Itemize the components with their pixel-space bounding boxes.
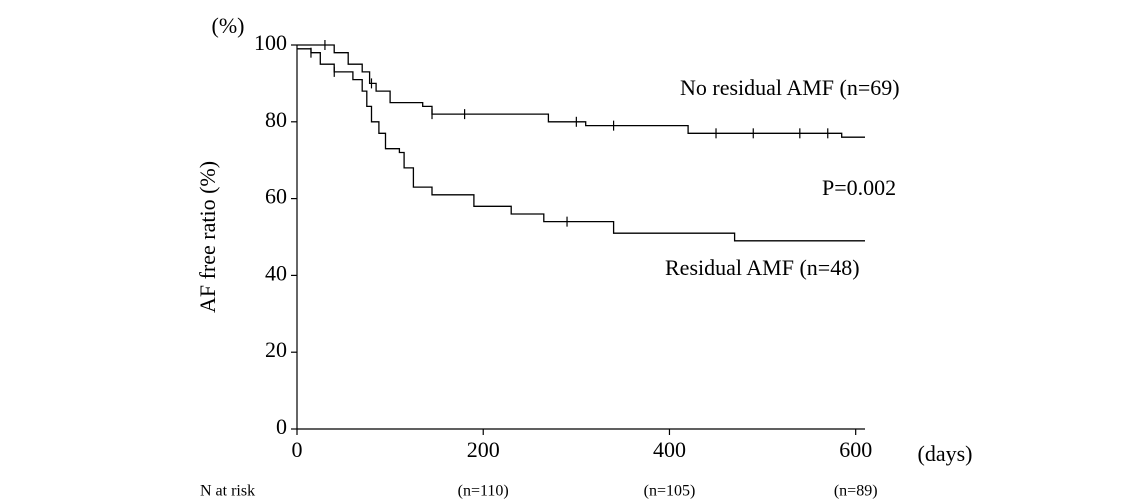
y-tick-label: 0	[276, 414, 287, 439]
series-label: Residual AMF (n=48)	[665, 255, 860, 280]
x-tick-label: 400	[653, 437, 686, 462]
risk-table-label: N at risk	[200, 483, 255, 500]
risk-count: (n=110)	[458, 483, 509, 500]
y-tick-label: 20	[265, 337, 287, 362]
x-tick-label: 0	[292, 437, 303, 462]
survival-line	[297, 48, 865, 242]
survival-line	[297, 44, 865, 138]
risk-count: (n=89)	[834, 483, 878, 500]
annotation: P=0.002	[822, 175, 896, 200]
x-axis-title: (days)	[918, 441, 973, 466]
risk-count: (n=105)	[644, 483, 696, 500]
y-tick-label: 60	[265, 184, 287, 209]
y-tick-label: 80	[265, 107, 287, 132]
x-tick-label: 200	[467, 437, 500, 462]
series-label: No residual AMF (n=69)	[680, 75, 900, 100]
y-unit: (%)	[212, 13, 245, 38]
y-axis-title: AF free ratio (%)	[195, 161, 220, 313]
y-tick-label: 100	[254, 30, 287, 55]
y-tick-label: 40	[265, 260, 287, 285]
x-tick-label: 600	[839, 437, 872, 462]
